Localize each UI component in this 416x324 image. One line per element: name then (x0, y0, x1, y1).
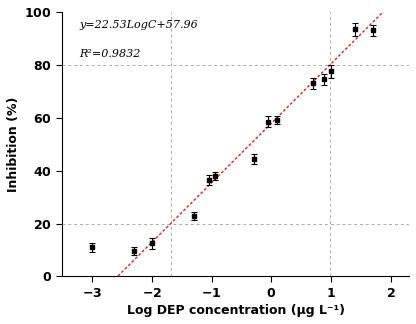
Text: R²=0.9832: R²=0.9832 (79, 49, 141, 59)
Text: y=22.53LogC+57.96: y=22.53LogC+57.96 (79, 20, 198, 30)
X-axis label: Log DEP concentration (μg L⁻¹): Log DEP concentration (μg L⁻¹) (126, 304, 344, 317)
Y-axis label: Inhibition (%): Inhibition (%) (7, 97, 20, 192)
